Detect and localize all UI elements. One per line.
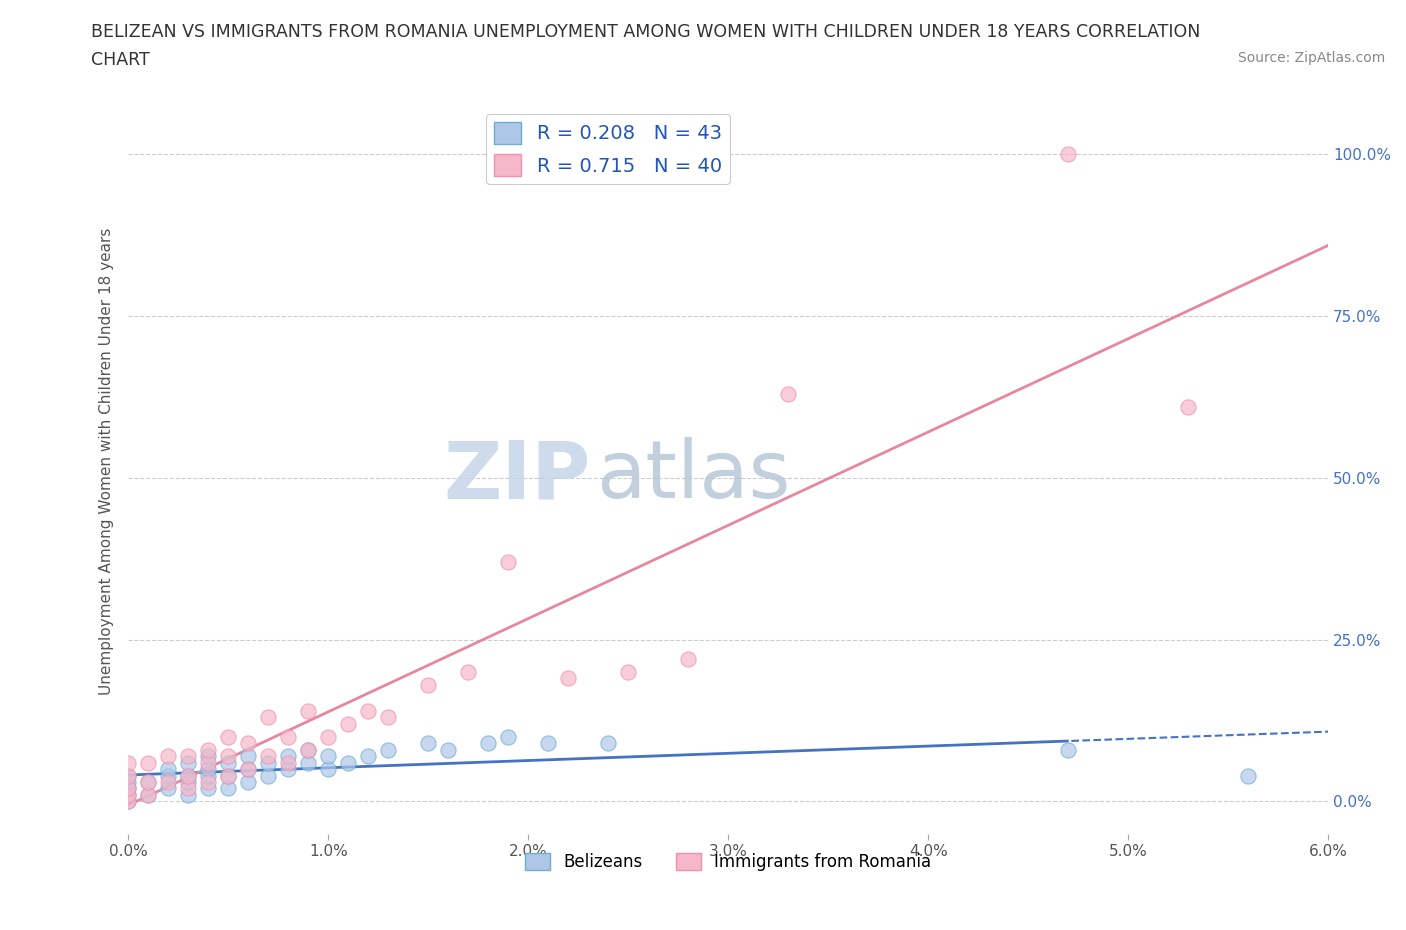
Point bbox=[357, 749, 380, 764]
Point bbox=[277, 749, 299, 764]
Text: atlas: atlas bbox=[596, 437, 790, 515]
Point bbox=[418, 677, 440, 692]
Point bbox=[238, 762, 260, 777]
Point bbox=[117, 755, 139, 770]
Point bbox=[136, 775, 159, 790]
Point bbox=[197, 768, 219, 783]
Point bbox=[157, 781, 180, 796]
Point bbox=[136, 788, 159, 803]
Point bbox=[377, 710, 399, 724]
Point bbox=[1237, 768, 1260, 783]
Point bbox=[117, 794, 139, 809]
Text: BELIZEAN VS IMMIGRANTS FROM ROMANIA UNEMPLOYMENT AMONG WOMEN WITH CHILDREN UNDER: BELIZEAN VS IMMIGRANTS FROM ROMANIA UNEM… bbox=[91, 23, 1201, 41]
Point bbox=[337, 716, 360, 731]
Point bbox=[217, 781, 239, 796]
Point bbox=[217, 755, 239, 770]
Text: ZIP: ZIP bbox=[443, 437, 591, 515]
Point bbox=[117, 781, 139, 796]
Point bbox=[297, 703, 319, 718]
Point bbox=[598, 736, 620, 751]
Point bbox=[297, 755, 319, 770]
Point bbox=[457, 665, 479, 680]
Point bbox=[217, 768, 239, 783]
Point bbox=[297, 742, 319, 757]
Text: CHART: CHART bbox=[91, 51, 150, 69]
Point bbox=[217, 749, 239, 764]
Point bbox=[197, 755, 219, 770]
Point bbox=[197, 781, 219, 796]
Point bbox=[157, 762, 180, 777]
Point bbox=[277, 755, 299, 770]
Point bbox=[117, 788, 139, 803]
Point bbox=[136, 775, 159, 790]
Point bbox=[357, 703, 380, 718]
Point bbox=[557, 671, 579, 685]
Point bbox=[117, 768, 139, 783]
Point bbox=[117, 788, 139, 803]
Point bbox=[277, 762, 299, 777]
Point bbox=[238, 762, 260, 777]
Point bbox=[496, 554, 519, 569]
Point bbox=[257, 749, 280, 764]
Point bbox=[277, 729, 299, 744]
Point bbox=[377, 742, 399, 757]
Point bbox=[1177, 399, 1199, 414]
Point bbox=[778, 386, 800, 401]
Point bbox=[117, 781, 139, 796]
Point bbox=[316, 749, 339, 764]
Point bbox=[238, 749, 260, 764]
Point bbox=[238, 775, 260, 790]
Point bbox=[1057, 147, 1080, 162]
Point bbox=[418, 736, 440, 751]
Legend: R = 0.208   N = 43, R = 0.715   N = 40: R = 0.208 N = 43, R = 0.715 N = 40 bbox=[486, 114, 730, 184]
Point bbox=[197, 762, 219, 777]
Point bbox=[257, 755, 280, 770]
Point bbox=[177, 788, 200, 803]
Point bbox=[177, 781, 200, 796]
Point bbox=[157, 749, 180, 764]
Point bbox=[297, 742, 319, 757]
Point bbox=[177, 749, 200, 764]
Point bbox=[337, 755, 360, 770]
Point bbox=[136, 755, 159, 770]
Point bbox=[197, 749, 219, 764]
Point bbox=[157, 775, 180, 790]
Point bbox=[617, 665, 640, 680]
Point bbox=[496, 729, 519, 744]
Point bbox=[1057, 742, 1080, 757]
Point bbox=[238, 736, 260, 751]
Point bbox=[217, 768, 239, 783]
Point bbox=[117, 768, 139, 783]
Point bbox=[177, 775, 200, 790]
Point bbox=[257, 768, 280, 783]
Point bbox=[257, 710, 280, 724]
Point bbox=[217, 729, 239, 744]
Point bbox=[157, 768, 180, 783]
Point bbox=[197, 742, 219, 757]
Point bbox=[316, 762, 339, 777]
Point bbox=[136, 788, 159, 803]
Y-axis label: Unemployment Among Women with Children Under 18 years: Unemployment Among Women with Children U… bbox=[100, 228, 114, 696]
Point bbox=[477, 736, 499, 751]
Point bbox=[177, 755, 200, 770]
Point bbox=[117, 794, 139, 809]
Point bbox=[177, 768, 200, 783]
Point bbox=[316, 729, 339, 744]
Point bbox=[537, 736, 560, 751]
Point bbox=[437, 742, 460, 757]
Point bbox=[177, 768, 200, 783]
Text: Source: ZipAtlas.com: Source: ZipAtlas.com bbox=[1237, 51, 1385, 65]
Point bbox=[197, 775, 219, 790]
Point bbox=[117, 775, 139, 790]
Point bbox=[676, 652, 699, 667]
